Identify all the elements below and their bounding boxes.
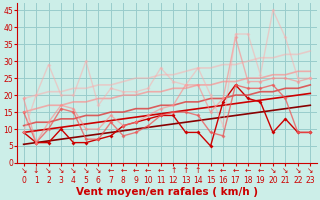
X-axis label: Vent moyen/en rafales ( km/h ): Vent moyen/en rafales ( km/h ) xyxy=(76,187,258,197)
